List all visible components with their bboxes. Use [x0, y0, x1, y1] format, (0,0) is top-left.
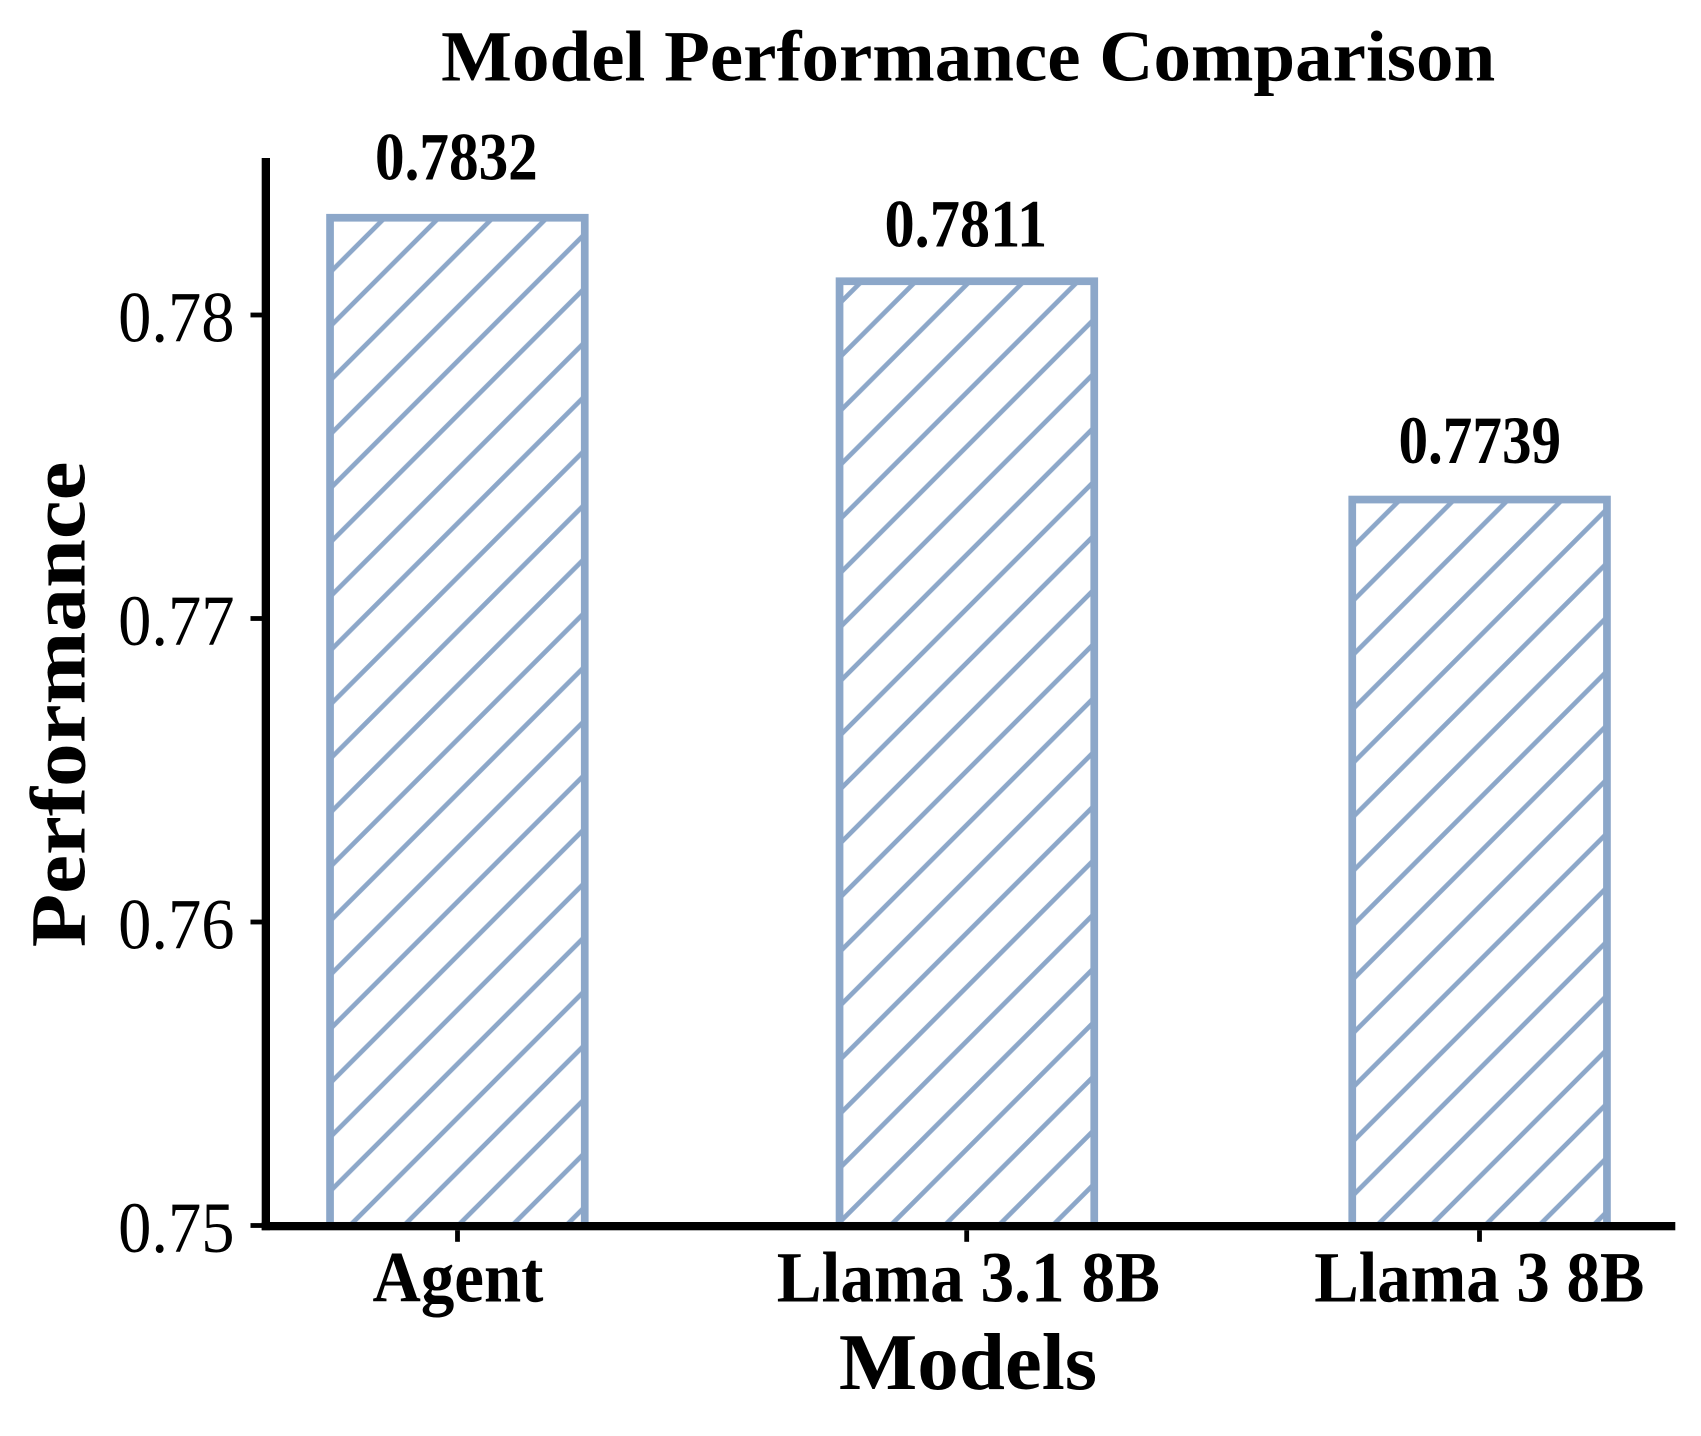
- svg-text:0.75: 0.75: [118, 1188, 234, 1268]
- svg-text:0.78: 0.78: [118, 277, 234, 357]
- svg-text:Llama 3.1 8B: Llama 3.1 8B: [777, 1239, 1160, 1318]
- svg-text:0.7811: 0.7811: [884, 186, 1047, 262]
- svg-text:Model Performance Comparison: Model Performance Comparison: [441, 16, 1495, 96]
- svg-text:0.77: 0.77: [118, 581, 234, 661]
- svg-text:Llama 3 8B: Llama 3 8B: [1314, 1239, 1644, 1318]
- svg-text:Agent: Agent: [373, 1239, 544, 1318]
- svg-text:0.76: 0.76: [118, 884, 234, 964]
- svg-text:0.7739: 0.7739: [1398, 402, 1561, 478]
- svg-text:Models: Models: [839, 1317, 1097, 1407]
- svg-text:Performance: Performance: [15, 462, 102, 948]
- svg-text:0.7832: 0.7832: [375, 119, 538, 195]
